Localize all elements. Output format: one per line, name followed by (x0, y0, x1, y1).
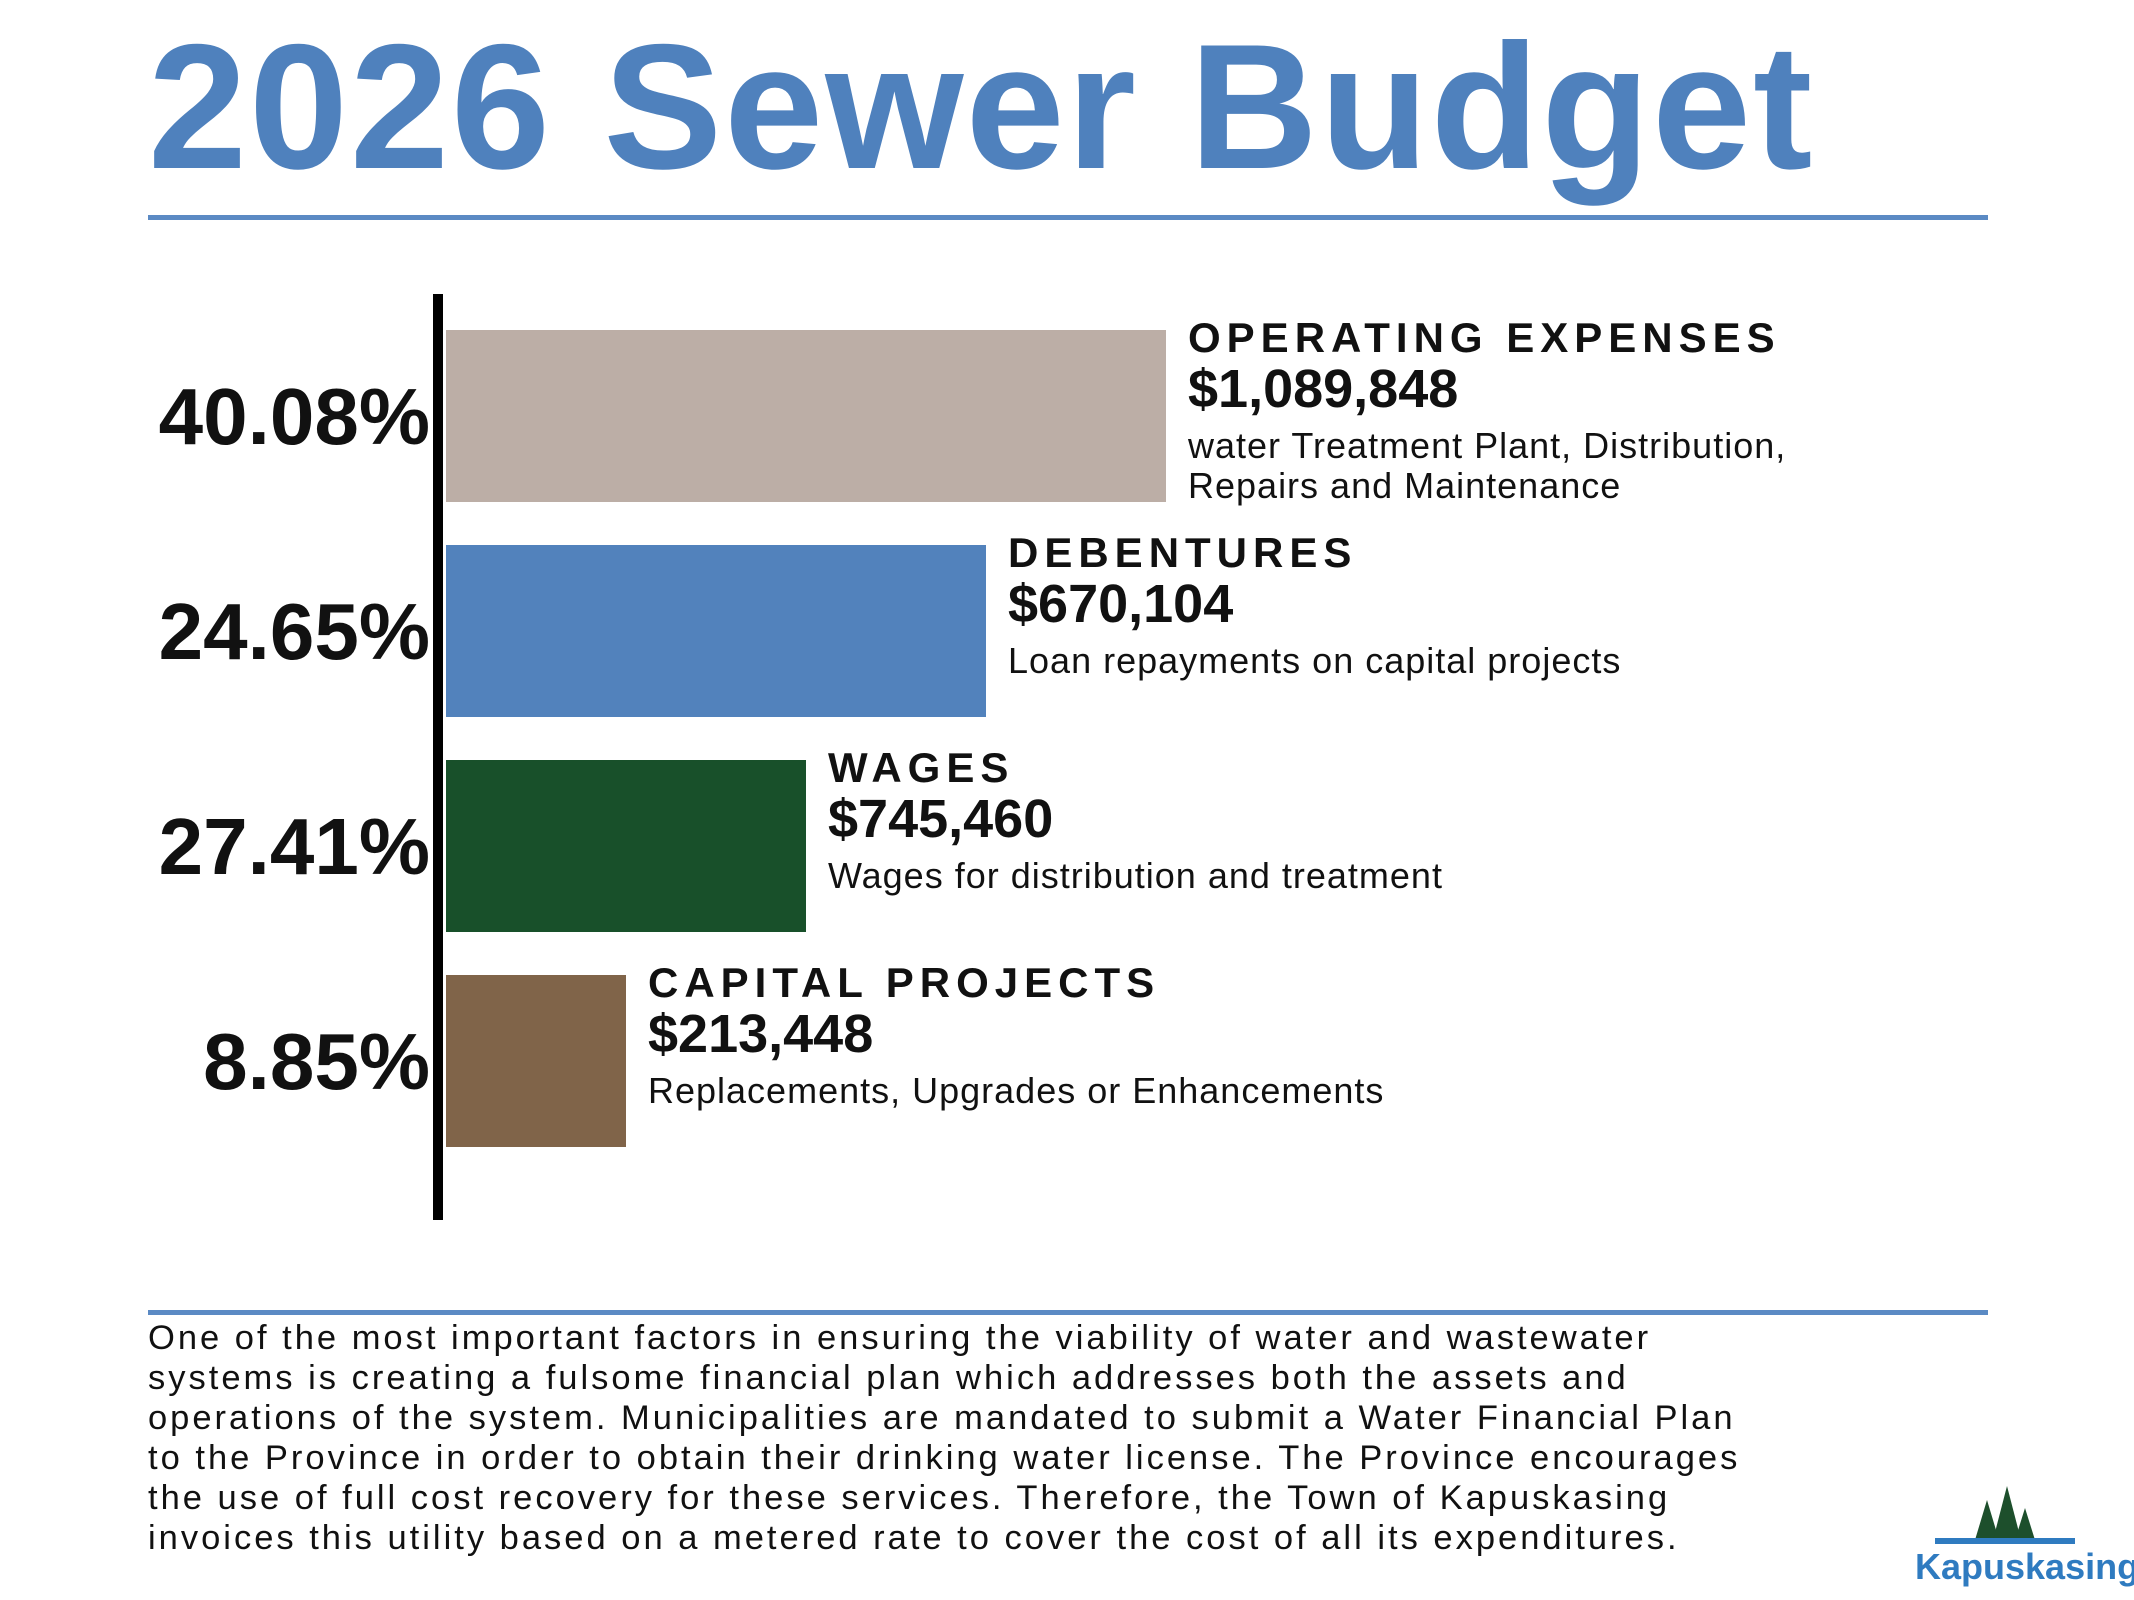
amount-label: $1,089,848 (1188, 359, 1458, 419)
pine-trees-icon (1915, 1478, 2095, 1548)
budget-bar-chart: 40.08% OPERATING EXPENSES$1,089,848 water … (0, 290, 2134, 1250)
page-title: 2026 Sewer Budget (148, 18, 1814, 196)
bar (446, 545, 986, 717)
footer-divider (148, 1310, 1988, 1315)
footer-line: operations of the system. Municipalities… (148, 1398, 2028, 1438)
bar (446, 760, 806, 932)
description-label: Repairs and Maintenance (1188, 465, 1621, 506)
category-label: WAGES (828, 744, 1014, 791)
logo-text: Kapuskasing (1915, 1546, 2134, 1588)
percent-label: 27.41% (159, 802, 430, 891)
category-label: DEBENTURES (1008, 529, 1357, 576)
footer-line: invoices this utility based on a metered… (148, 1518, 2028, 1558)
bar (446, 330, 1166, 502)
category-label: CAPITAL PROJECTS (648, 959, 1160, 1006)
percent-label: 40.08% (159, 372, 430, 461)
footer-line: systems is creating a fulsome financial … (148, 1358, 2028, 1398)
amount-label: $213,448 (648, 1004, 873, 1064)
title-divider (148, 215, 1988, 220)
footer-line: the use of full cost recovery for these … (148, 1478, 2028, 1518)
bar (446, 975, 626, 1147)
description-label: Loan repayments on capital projects (1008, 640, 1621, 681)
description-label: Replacements, Upgrades or Enhancements (648, 1070, 1384, 1111)
percent-label: 24.65% (159, 587, 430, 676)
footer-paragraph: One of the most important factors in ens… (148, 1318, 2028, 1558)
kapuskasing-logo: Kapuskasing (1915, 1478, 2095, 1588)
description-label: water Treatment Plant, Distribution, (1187, 425, 1786, 466)
footer-line: One of the most important factors in ens… (148, 1318, 2028, 1358)
description-label: Wages for distribution and treatment (828, 855, 1443, 896)
amount-label: $670,104 (1008, 574, 1233, 634)
amount-label: $745,460 (828, 789, 1053, 849)
category-label: OPERATING EXPENSES (1188, 314, 1781, 361)
percent-label: 8.85% (203, 1017, 430, 1106)
footer-line: to the Province in order to obtain their… (148, 1438, 2028, 1478)
